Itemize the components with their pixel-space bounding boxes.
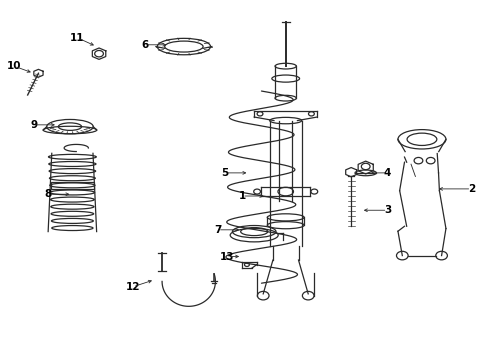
Bar [50,183,94,189]
Text: 12: 12 [125,282,140,292]
Text: 3: 3 [383,205,390,215]
Text: 13: 13 [220,252,234,261]
Text: 2: 2 [467,184,474,194]
Text: 1: 1 [238,191,245,201]
Text: 10: 10 [7,61,21,71]
Text: 11: 11 [70,33,84,43]
Text: 5: 5 [221,168,228,178]
Text: 6: 6 [141,40,148,50]
Text: 7: 7 [214,225,221,235]
Text: 4: 4 [383,168,390,178]
Text: 9: 9 [30,120,37,130]
Text: 8: 8 [44,189,52,199]
